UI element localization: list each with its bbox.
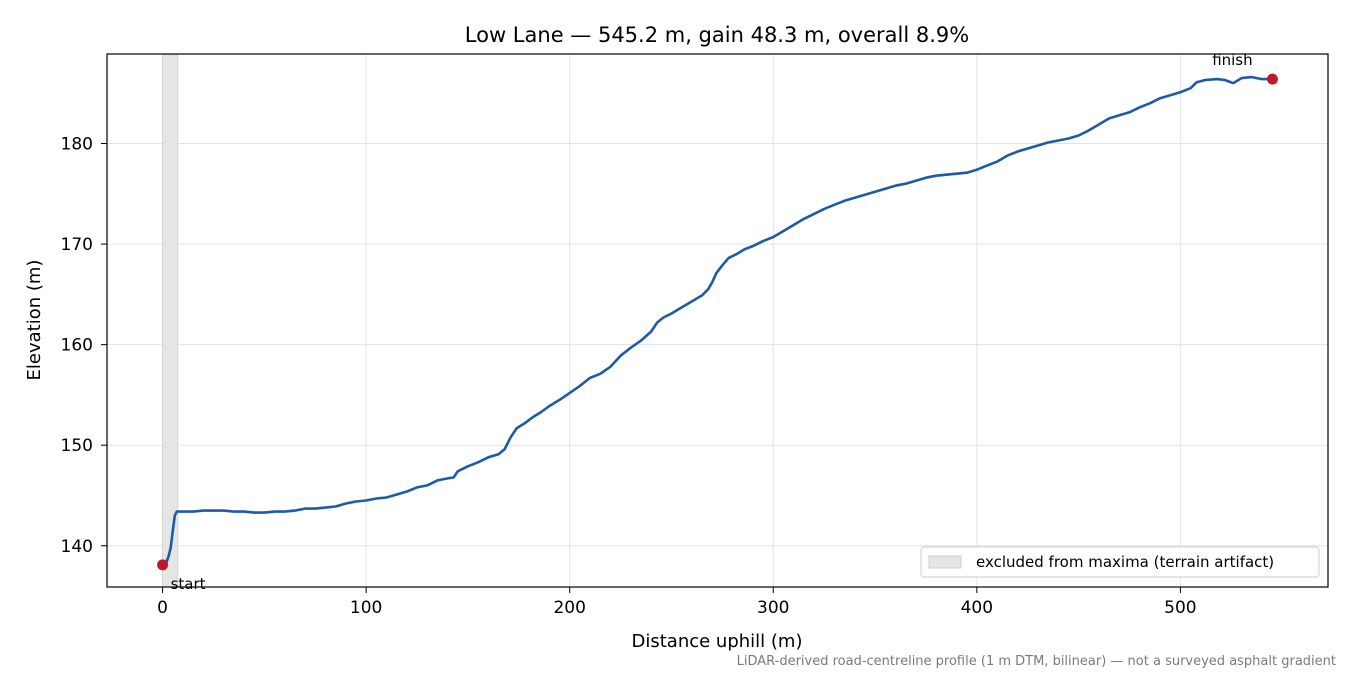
legend-label: excluded from maxima (terrain artifact) xyxy=(976,553,1274,571)
elevation-line xyxy=(161,75,1274,567)
y-tick-label: 140 xyxy=(61,537,93,557)
grid xyxy=(107,54,1328,587)
series-layer xyxy=(161,75,1274,567)
legend-box xyxy=(920,546,1320,578)
start-marker xyxy=(157,559,169,571)
y-tick-label: 150 xyxy=(61,436,93,456)
x-axis-label: Distance uphill (m) xyxy=(632,631,803,652)
footnote: LiDAR-derived road-centreline profile (1… xyxy=(737,654,1336,669)
x-tick-label: 200 xyxy=(553,598,585,618)
legend-swatch xyxy=(928,555,962,569)
y-tick-label: 170 xyxy=(61,235,93,255)
legend: excluded from maxima (terrain artifact) xyxy=(920,546,1320,578)
start-label: start xyxy=(171,575,206,593)
finish-label: finish xyxy=(1212,51,1252,69)
y-tick-label: 180 xyxy=(61,135,93,155)
x-tick-label: 0 xyxy=(157,598,168,618)
x-tick-label: 300 xyxy=(757,598,789,618)
y-tick-label: 160 xyxy=(61,336,93,356)
x-tick-label: 400 xyxy=(961,598,993,618)
marker-layer: start finish xyxy=(157,51,1278,593)
x-tick-label: 100 xyxy=(350,598,382,618)
excluded-band xyxy=(162,53,179,588)
axis-ticks: 0 100 200 300 400 500 140 150 160 170 180 xyxy=(61,135,1197,618)
finish-marker xyxy=(1266,73,1278,85)
excluded-band-layer xyxy=(162,53,179,588)
y-axis-label: Elevation (m) xyxy=(24,260,45,381)
axes-frame xyxy=(106,53,1329,588)
chart-title: Low Lane — 545.2 m, gain 48.3 m, overall… xyxy=(465,23,969,47)
x-tick-label: 500 xyxy=(1164,598,1196,618)
